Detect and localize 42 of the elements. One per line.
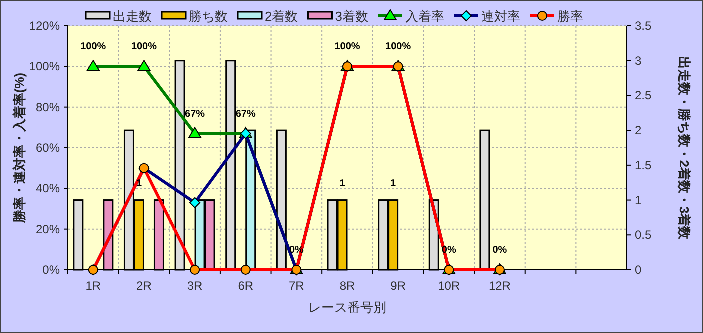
x-tick-label: 8R [340,279,356,293]
data-label: 67% [236,108,256,120]
y2-tick-label: 2 [635,124,642,138]
x-tick-label: 6R [238,279,254,293]
x-tick-label: 12R [488,279,512,293]
y2-tick-label: 0 [635,263,642,277]
data-label: 1 [340,178,346,190]
y2-tick-label: 2.5 [635,88,652,103]
x-tick-label: 2R [136,279,152,293]
x-tick-label: 3R [187,279,204,293]
x-axis-title: レース番号別 [308,300,386,315]
x-tick-label: 1R [86,279,102,293]
data-label: 100% [386,42,412,53]
legend-label: 出走数 [113,9,152,24]
x-tick-label: 9R [390,279,406,293]
ytick: 120% [29,19,60,33]
y2-tick-label: 3.5 [635,19,652,33]
ytick: 20% [36,222,60,236]
x-tick-label: 10R [438,279,460,293]
ytick: 60% [36,141,60,155]
data-label: 100% [80,42,106,53]
y2-axis-title: 出走数・勝ち数・2着数・3着数 [677,56,692,241]
ytick: 100% [29,60,60,74]
ytick: 80% [36,100,60,114]
x-tick-label: 7R [289,279,305,293]
y2-tick-label: 1.5 [635,158,652,172]
data-label: 100% [334,42,360,53]
data-label: 1 [390,178,397,190]
y2-tick-label: 1 [635,193,642,208]
y2-tick-label: 3 [635,54,642,68]
ytick: 0% [42,263,60,277]
legend-label: 連対率 [481,9,520,24]
y-axis-title: 勝率・連対率・入着率(%) [12,72,27,224]
y2-tick-label: 0.5 [635,228,652,242]
legend-label: 3着数 [335,9,368,24]
ytick: 40% [36,182,60,196]
legend-label: 入着率 [405,9,444,24]
data-label: 0% [492,245,508,256]
legend-label: 勝率 [557,9,584,24]
legend-label: 勝ち数 [189,9,228,24]
data-label: 100% [131,42,158,53]
legend-label: 2着数 [265,9,298,24]
